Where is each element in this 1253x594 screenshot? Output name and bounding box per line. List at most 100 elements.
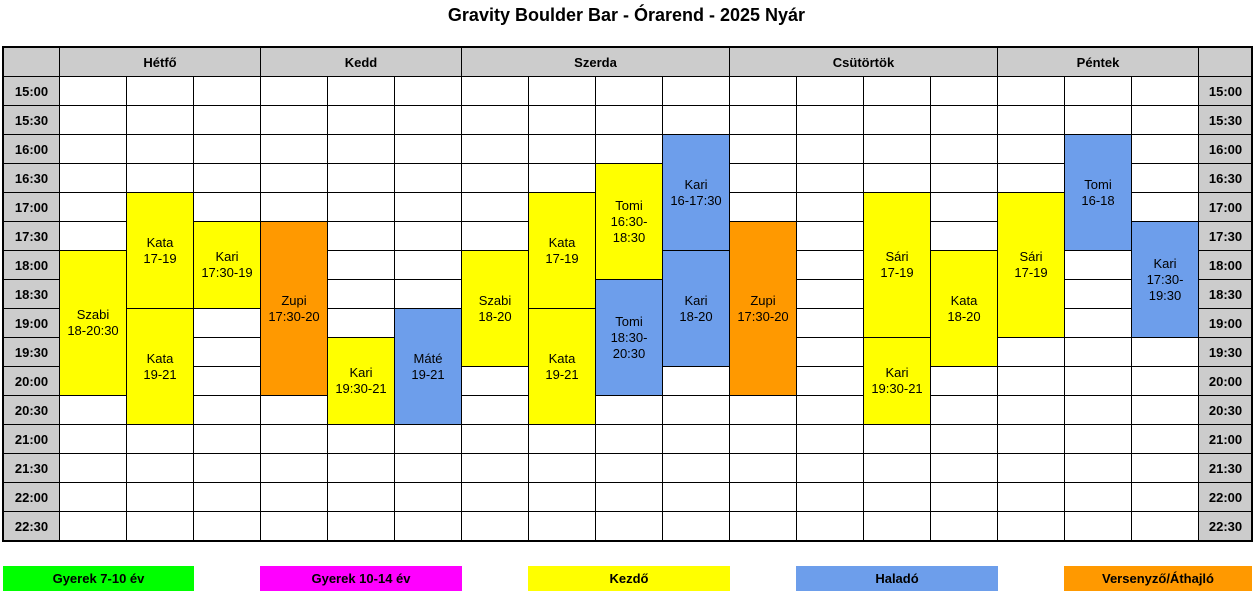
session-time: 17:30-20 [737, 308, 789, 324]
time-label-left: 19:30 [3, 337, 60, 367]
grid-cell [461, 192, 529, 222]
grid-cell [997, 337, 1065, 367]
time-label-left: 16:00 [3, 134, 60, 164]
grid-cell [863, 511, 931, 541]
session-time: 18-20 [478, 308, 512, 324]
grid-cell [528, 453, 596, 483]
page-title: Gravity Boulder Bar - Órarend - 2025 Nyá… [447, 5, 806, 25]
grid-cell [260, 482, 328, 512]
grid-cell [59, 511, 127, 541]
grid-cell [528, 511, 596, 541]
session-block: Kari 19:30-21 [863, 337, 931, 425]
session-instructor: Szabi [76, 307, 110, 322]
grid-cell [193, 308, 261, 338]
grid-cell [59, 105, 127, 135]
grid-cell [327, 482, 395, 512]
grid-cell [930, 424, 998, 454]
grid-cell [461, 366, 529, 396]
grid-cell [863, 163, 931, 193]
time-label-right: 16:00 [1198, 134, 1253, 164]
time-label-right: 17:30 [1198, 221, 1253, 251]
grid-cell [461, 424, 529, 454]
grid-cell [1064, 76, 1132, 106]
grid-cell [863, 453, 931, 483]
session-time: 20:30 [612, 345, 646, 361]
grid-cell [997, 453, 1065, 483]
time-label-right: 22:30 [1198, 511, 1253, 541]
session-time: 18:30 [612, 229, 646, 245]
grid-cell [796, 482, 864, 512]
grid-cell [595, 424, 663, 454]
session-time: 19-21 [143, 366, 177, 382]
grid-cell [327, 163, 395, 193]
grid-cell [59, 163, 127, 193]
time-label-right: 15:00 [1198, 76, 1253, 106]
session-instructor: Kari [349, 365, 373, 380]
grid-cell [394, 105, 462, 135]
grid-cell [595, 134, 663, 164]
grid-cell [997, 105, 1065, 135]
session-block: Kari 16-17:30 [662, 134, 730, 251]
session-block: Sári 17-19 [863, 192, 931, 338]
grid-cell [1064, 366, 1132, 396]
grid-cell [327, 424, 395, 454]
grid-cell [327, 453, 395, 483]
grid-cell [930, 105, 998, 135]
time-label-left: 19:00 [3, 308, 60, 338]
time-label-right: 21:00 [1198, 424, 1253, 454]
grid-cell [528, 76, 596, 106]
grid-cell [595, 105, 663, 135]
grid-cell [662, 105, 730, 135]
grid-cell [796, 134, 864, 164]
grid-cell [662, 511, 730, 541]
grid-cell [461, 221, 529, 251]
session-time: 19-21 [545, 366, 579, 382]
session-time: 17:30-20 [268, 308, 320, 324]
session-time: 19-21 [411, 366, 445, 382]
grid-cell [796, 511, 864, 541]
session-time: 19:30-21 [871, 381, 923, 396]
grid-cell [327, 134, 395, 164]
session-instructor: Kata [950, 292, 978, 308]
grid-cell [796, 308, 864, 338]
session-block: Sári 17-19 [997, 192, 1065, 338]
grid-cell [729, 105, 797, 135]
grid-cell [1064, 250, 1132, 280]
day-header-1: Kedd [260, 47, 462, 77]
session-instructor: Máté [413, 350, 443, 366]
session-instructor: Zupi [750, 292, 776, 308]
grid-cell [260, 395, 328, 425]
grid-cell [394, 76, 462, 106]
time-label-right: 19:30 [1198, 337, 1253, 367]
grid-cell [930, 221, 998, 251]
grid-cell [394, 192, 462, 222]
grid-cell [461, 453, 529, 483]
grid-cell [528, 105, 596, 135]
time-label-left: 15:00 [3, 76, 60, 106]
grid-cell [461, 395, 529, 425]
grid-cell [1064, 482, 1132, 512]
grid-cell [930, 395, 998, 425]
session-instructor: Tomi [615, 197, 643, 213]
grid-cell [59, 221, 127, 251]
grid-cell [1131, 395, 1199, 425]
grid-cell [796, 105, 864, 135]
grid-cell [729, 163, 797, 193]
session-time: 18-20 [679, 308, 713, 324]
grid-cell [260, 453, 328, 483]
grid-cell [1064, 105, 1132, 135]
session-instructor: Sári [885, 249, 909, 264]
grid-cell [394, 163, 462, 193]
legend-item: Gyerek 10-14 év [260, 566, 462, 591]
grid-cell [796, 76, 864, 106]
session-instructor: Kari [684, 176, 708, 192]
grid-cell [126, 482, 194, 512]
grid-cell [997, 163, 1065, 193]
session-instructor: Tomi [1084, 176, 1112, 192]
session-time: 19:30 [1148, 287, 1182, 303]
grid-cell [1131, 511, 1199, 541]
grid-cell [863, 482, 931, 512]
grid-cell [394, 221, 462, 251]
grid-cell [193, 134, 261, 164]
time-label-right: 18:00 [1198, 250, 1253, 280]
